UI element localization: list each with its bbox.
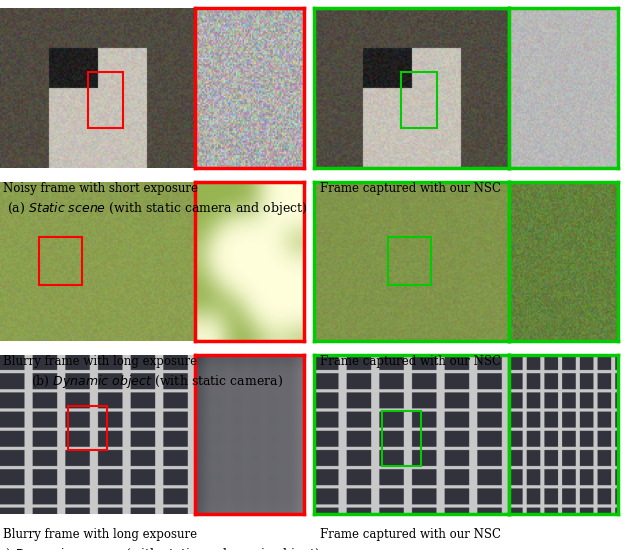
Text: Blurry frame with long exposure: Blurry frame with long exposure bbox=[3, 355, 197, 368]
Bar bbox=[388, 238, 431, 285]
Text: (c) $\it{Dynamic\ camera}$ (with static or dynamic object): (c) $\it{Dynamic\ camera}$ (with static … bbox=[0, 546, 320, 550]
Text: (a) $\it{Static\ scene}$ (with static camera and object): (a) $\it{Static\ scene}$ (with static ca… bbox=[6, 200, 307, 217]
Text: Frame captured with our NSC: Frame captured with our NSC bbox=[320, 182, 501, 195]
Bar bbox=[401, 72, 436, 128]
Text: (b) $\it{Dynamic\ object}$ (with static camera): (b) $\it{Dynamic\ object}$ (with static … bbox=[31, 373, 283, 390]
Bar bbox=[68, 406, 108, 450]
Bar bbox=[39, 238, 82, 285]
Text: Noisy frame with short exposure: Noisy frame with short exposure bbox=[3, 182, 198, 195]
Bar bbox=[382, 410, 421, 466]
Text: Frame captured with our NSC: Frame captured with our NSC bbox=[320, 528, 501, 541]
Text: Blurry frame with long exposure: Blurry frame with long exposure bbox=[3, 528, 197, 541]
Text: Frame captured with our NSC: Frame captured with our NSC bbox=[320, 355, 501, 368]
Bar bbox=[88, 72, 123, 128]
